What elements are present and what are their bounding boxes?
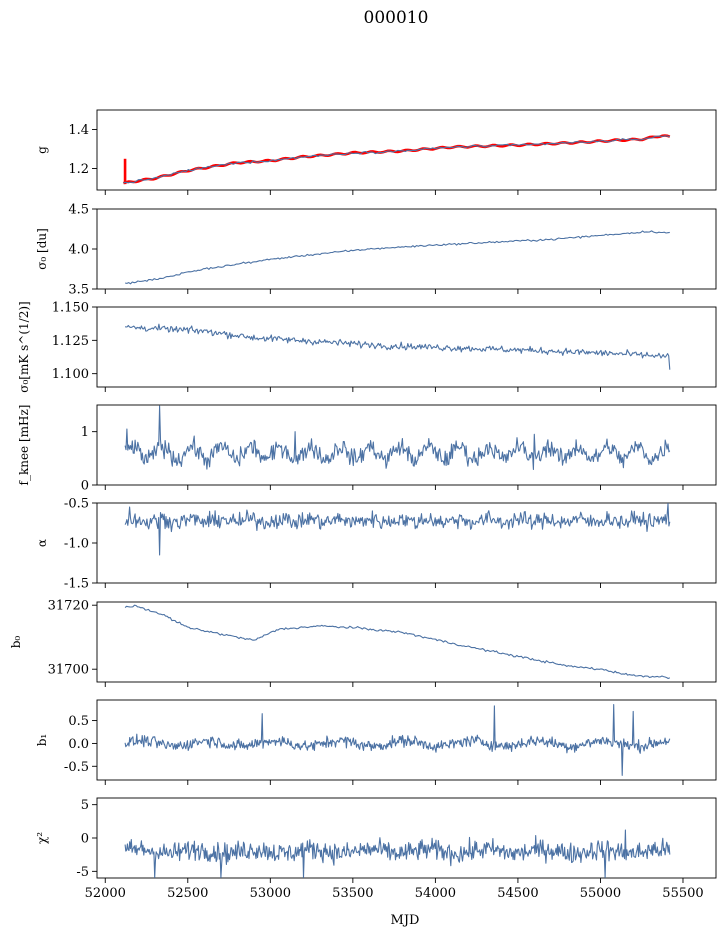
y-tick-label: 31720: [48, 599, 89, 614]
x-tick-label: 53000: [250, 886, 291, 901]
x-tick-label: 55500: [662, 886, 703, 901]
panel-frame: [96, 699, 717, 781]
y-tick-label: 1.125: [52, 334, 89, 349]
y-axis-label: g: [35, 146, 49, 154]
panel-chi2: 52000 52500 53000 53500 54000 54500 55000 55500…: [35, 797, 717, 901]
panel-frame: [96, 109, 717, 191]
y-axis-label: f_knee [mHz]: [17, 405, 31, 486]
series-line: [124, 323, 671, 370]
panel-g: 1.2 1.4 g: [35, 109, 717, 195]
y-tick-label: 0: [81, 479, 89, 494]
series-line: [124, 405, 671, 471]
panel-b1: -0.5 0.0 0.5 b₁: [35, 699, 717, 785]
panel-frame: [96, 601, 717, 683]
panel-f-knee: 0 1 f_knee [mHz]: [17, 404, 717, 494]
y-tick-label: 0: [81, 832, 89, 847]
y-tick-label: -1.5: [64, 577, 89, 592]
y-tick-label: 4.5: [68, 203, 89, 218]
panel-sigma0-du: 3.5 4.0 4.5 σ₀ [du]: [35, 203, 717, 298]
y-axis-label: α: [35, 539, 49, 547]
y-tick-label: 4.0: [68, 243, 89, 258]
y-axis-label: σ₀[mK s^(1/2)]: [17, 301, 31, 392]
panel-alpha: -1.5 -1.0 -0.5 α: [35, 497, 717, 592]
y-tick-label: -0.5: [64, 760, 89, 775]
series-line: [123, 135, 670, 184]
panel-frame: [96, 306, 717, 388]
y-tick-label: 1.2: [68, 162, 89, 177]
y-tick-label: -0.5: [64, 497, 89, 512]
panels: 1.2 1.4 g 3.5 4.0 4.5 σ₀ [du] 1.100 1.125 1.150 σ₀…: [9, 109, 717, 901]
x-tick-label: 52500: [167, 886, 208, 901]
x-tick-label: 53500: [332, 886, 373, 901]
x-tick-label: 52000: [85, 886, 126, 901]
x-tick-label: 55000: [580, 886, 621, 901]
series-line: [124, 230, 670, 285]
y-tick-label: -1.0: [64, 537, 89, 552]
y-tick-label: -5: [76, 865, 89, 880]
panel-frame: [96, 502, 717, 584]
series-line: [124, 704, 671, 776]
y-tick-label: 0.0: [68, 737, 89, 752]
figure-title: 000010: [364, 8, 429, 28]
y-axis-label: b₁: [35, 734, 49, 747]
panel-b0: 31700 31720 b₀: [9, 599, 717, 687]
y-axis-label: χ²: [35, 832, 49, 844]
y-tick-label: 1: [81, 425, 89, 440]
y-tick-label: 1.4: [68, 123, 89, 138]
series-line: [124, 604, 671, 680]
panel-frame: [96, 404, 717, 486]
y-tick-label: 1.150: [52, 301, 89, 316]
series-line: [124, 829, 671, 879]
panel-frame: [96, 208, 717, 290]
panel-frame: [96, 797, 717, 879]
y-tick-label: 3.5: [68, 283, 89, 298]
y-tick-label: 1.100: [52, 367, 89, 382]
y-axis-label: b₀: [9, 636, 23, 649]
y-tick-label: 5: [81, 798, 89, 813]
x-axis-label: MJD: [391, 913, 420, 928]
panel-sigma0-mks: 1.100 1.125 1.150 σ₀[mK s^(1/2)]: [17, 301, 717, 393]
x-tick-label: 54000: [415, 886, 456, 901]
x-tick-label: 54500: [497, 886, 538, 901]
series-line: [124, 502, 671, 556]
y-tick-label: 31700: [48, 663, 89, 678]
y-tick-label: 0.5: [68, 714, 89, 729]
y-axis-label: σ₀ [du]: [35, 228, 49, 270]
